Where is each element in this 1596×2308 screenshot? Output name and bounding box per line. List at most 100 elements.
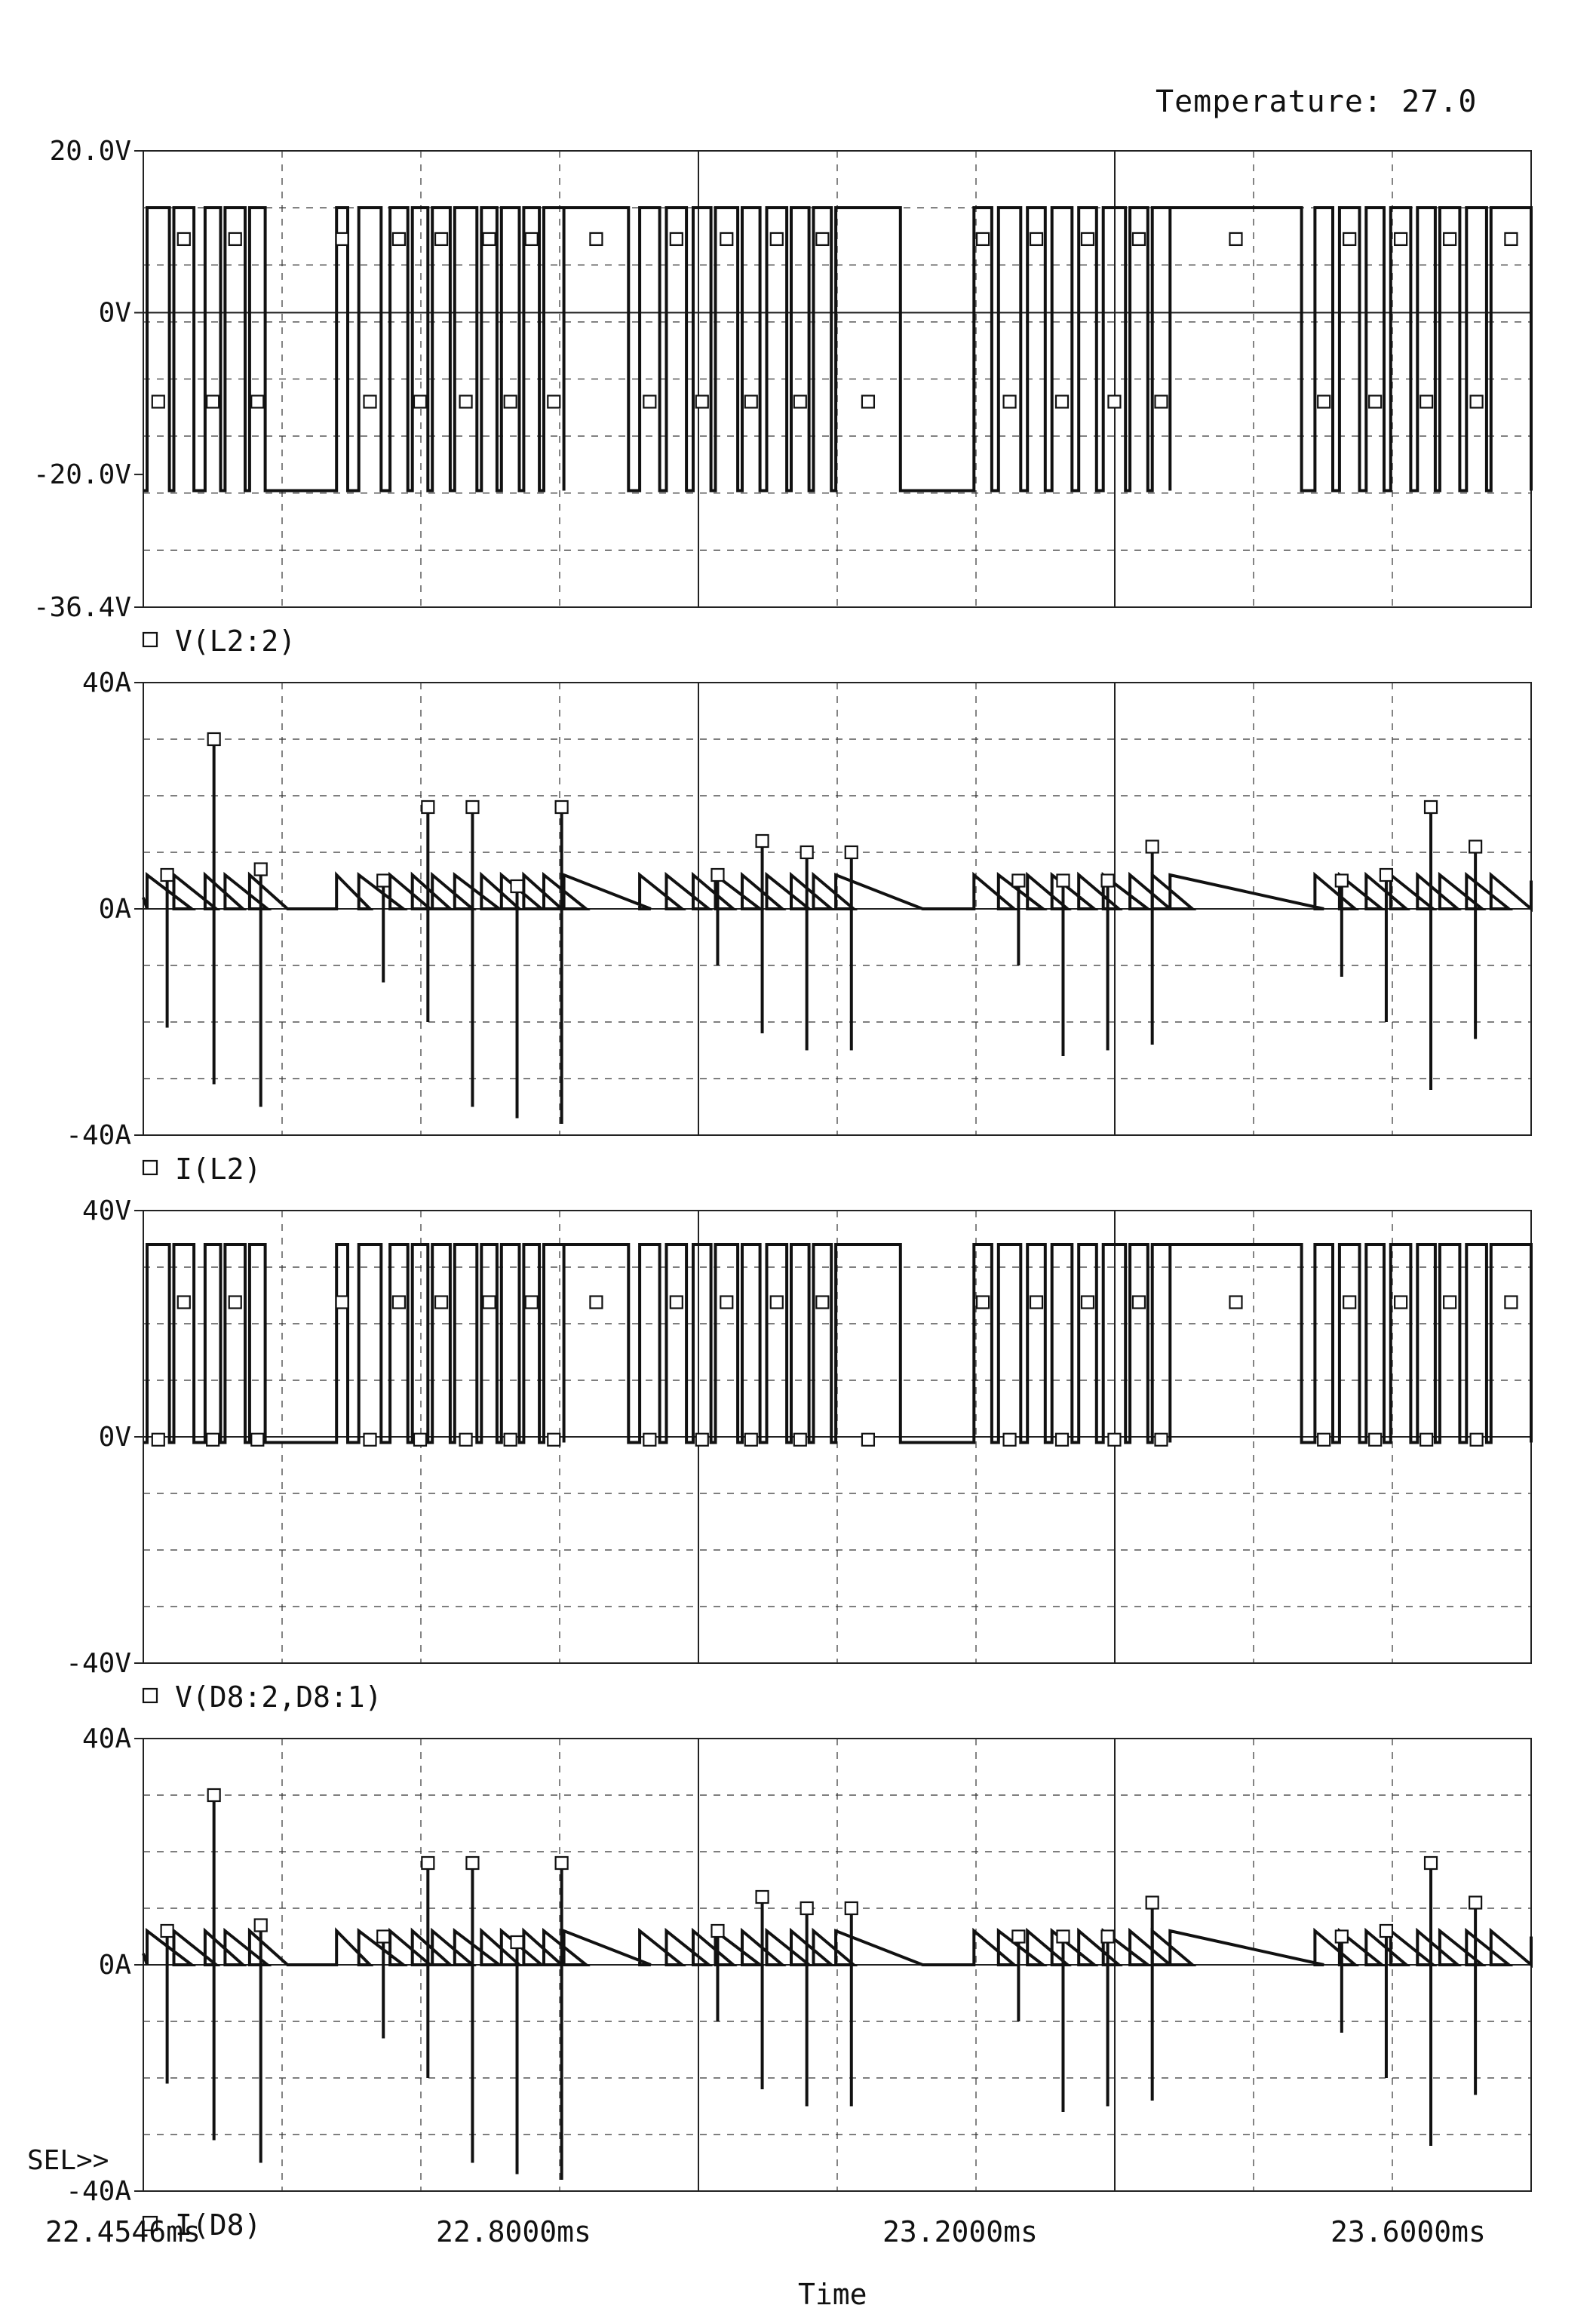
trace-marker [1423,800,1438,815]
trace-marker [1334,1929,1349,1944]
legend-symbol [142,631,158,648]
trace-marker [1394,232,1408,247]
trace-marker [503,1432,517,1447]
trace-marker [176,232,191,247]
trace-marker [391,1295,407,1309]
trace-marker [1145,839,1159,854]
y-tick-label: 40A [82,1723,131,1754]
trace-marker [1131,232,1146,247]
trace-marker [695,1432,709,1447]
panel-1: 20.0V 0V -20.0V -36.4V V(L2:2) [33,136,1533,658]
trace-marker [547,394,561,409]
y-tick-label: 40A [82,668,131,698]
trace-marker [589,232,603,247]
trace-marker [482,232,496,247]
y-tick-label: -36.4V [33,592,131,623]
trace-marker [1011,873,1026,888]
trace-marker [1080,232,1095,247]
trace-marker [503,394,517,409]
y-tick-label: -40V [66,1648,131,1679]
y-tick-label: -20.0V [33,459,131,490]
trace-marker [206,1432,220,1447]
trace-marker [815,1295,830,1309]
trace-marker [465,1855,480,1871]
trace-marker [1504,1295,1518,1309]
temperature-label: Temperature: 27.0 [1156,84,1478,119]
trace-marker [1107,394,1122,409]
trace-marker [1002,394,1017,409]
trace-marker [1469,1432,1484,1447]
y-tick-label: 0V [99,298,131,329]
trace-marker [1343,1295,1357,1309]
trace-marker [1420,1432,1434,1447]
trace-marker [669,1295,683,1309]
y-tick-label: 0A [99,1950,132,1981]
y-tick-label: 20.0V [50,136,131,167]
trace-marker [1317,394,1331,409]
trace-marker [643,1432,657,1447]
trace-marker [861,1432,876,1447]
trace-marker [1394,1295,1408,1309]
trace-marker [228,1295,242,1309]
trace-marker [160,867,174,882]
trace-marker [1368,394,1383,409]
trace-marker [363,1432,377,1447]
x-tick-2: 23.2000ms [882,2215,1038,2248]
trace-marker [482,1295,496,1309]
trace-marker [1379,867,1394,882]
trace-marker [421,1855,435,1871]
trace-marker [391,232,407,247]
trace-marker [793,1432,807,1447]
x-axis-label: Time [798,2278,867,2308]
trace-marker [1131,1295,1146,1309]
x-tick-1: 22.8000ms [436,2215,591,2248]
y-tick-label: -40A [66,2176,131,2207]
trace-marker [207,1788,221,1803]
trace-marker [413,1432,428,1447]
trace-marker [769,1295,784,1309]
trace-marker [206,394,220,409]
trace-marker [669,232,683,247]
y-tick-label: 0V [99,1422,131,1453]
legend-symbol [142,1159,158,1176]
legend-label: V(D8:2,D8:1) [175,1680,382,1714]
trace-marker [711,1923,725,1938]
trace-marker [465,800,480,815]
trace-marker [253,1918,268,1932]
trace-marker [207,732,221,747]
trace-marker [1229,1295,1243,1309]
x-tick-3: 23.6000ms [1331,2215,1486,2248]
trace-marker [1107,1432,1122,1447]
trace-marker [720,232,734,247]
trace-marker [793,394,807,409]
trace-marker [695,394,709,409]
trace-marker [160,1923,174,1938]
y-tick-label: -40A [66,1120,131,1151]
trace-marker [861,394,876,409]
y-tick-label: 0A [99,894,132,925]
trace-marker [1054,1432,1070,1447]
trace-marker [510,1935,524,1950]
y-tick-label: 40V [82,1195,131,1226]
trace-I(D8) [142,1927,1533,1969]
trace-marker [589,1295,603,1309]
trace-marker [554,1855,569,1871]
legend-symbol [142,2215,158,2232]
trace-marker [643,394,657,409]
trace-marker [459,1432,473,1447]
trace-marker [1343,232,1357,247]
trace-marker [547,1432,561,1447]
trace-marker [815,232,830,247]
trace-marker [1334,873,1349,888]
trace-marker [976,232,990,247]
trace-marker [1423,1855,1438,1871]
panel-4: 40A 0A -40A I(D8) [66,1723,1533,2242]
trace-marker [510,879,524,894]
trace-marker [976,1295,990,1309]
trace-marker [1080,1295,1095,1309]
trace-marker [421,800,435,815]
trace-marker [376,873,391,888]
trace-marker [1443,232,1457,247]
trace-marker [335,1295,349,1309]
